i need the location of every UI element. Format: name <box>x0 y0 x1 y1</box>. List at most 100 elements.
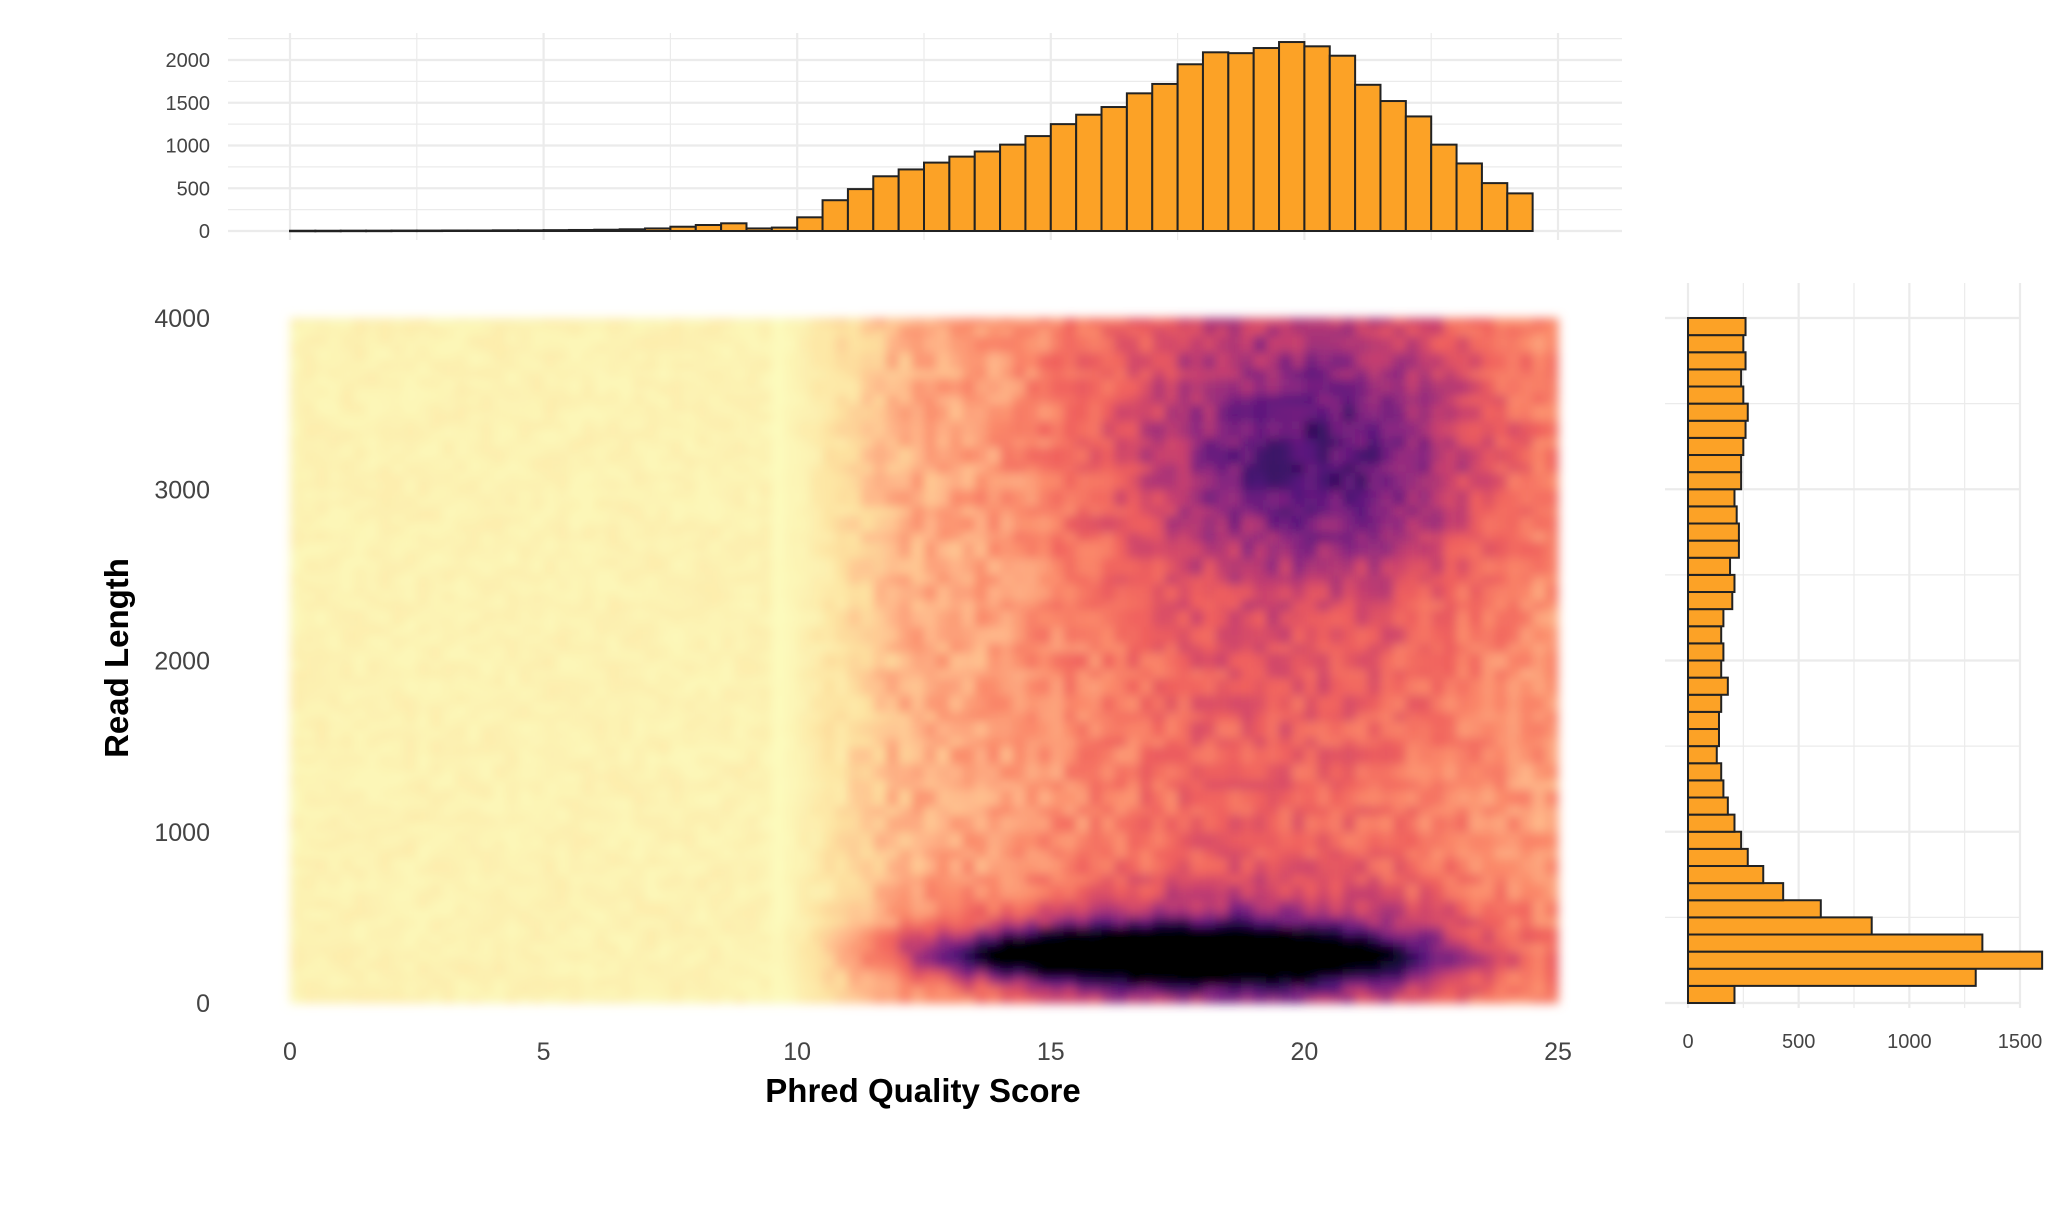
heatmap-cell <box>302 669 316 679</box>
heatmap-cell <box>949 857 963 867</box>
heatmap-cell <box>683 917 697 927</box>
heatmap-cell <box>1063 985 1077 996</box>
heatmap-cell <box>429 694 443 704</box>
heatmap-cell <box>797 472 811 482</box>
heatmap-cell <box>733 377 748 388</box>
heatmap-cell <box>962 617 976 627</box>
heatmap-cell <box>1050 866 1065 876</box>
heatmap-cell <box>429 463 443 473</box>
heatmap-cell <box>1025 506 1039 516</box>
heatmap-cell <box>657 617 671 627</box>
heatmap-cell <box>936 729 950 739</box>
heatmap-cell <box>530 891 545 901</box>
heatmap-cell <box>505 386 519 396</box>
heatmap-cell <box>480 318 494 328</box>
heatmap-cell <box>429 557 443 567</box>
heatmap-cell <box>607 814 621 824</box>
heatmap-cell <box>987 463 1001 473</box>
heatmap-cell <box>378 763 393 773</box>
heatmap-cell <box>632 437 646 448</box>
heatmap-cell <box>353 925 367 936</box>
heatmap-cell <box>683 463 697 473</box>
heatmap-cell <box>366 746 380 756</box>
heatmap-cell <box>1012 360 1027 370</box>
heatmap-cell <box>366 395 380 405</box>
heatmap-cell <box>822 686 836 696</box>
heatmap-cell <box>759 326 773 336</box>
heatmap-cell <box>442 669 456 679</box>
heatmap-cell <box>632 532 646 542</box>
heatmap-cell <box>607 326 621 336</box>
heatmap-cell <box>366 463 380 473</box>
heatmap-cell <box>1025 386 1039 396</box>
heatmap-cell <box>366 797 380 807</box>
heatmap-cell <box>530 994 545 1004</box>
heatmap-cell <box>733 780 748 790</box>
heatmap-cell <box>404 771 418 781</box>
heatmap-cell <box>492 523 507 533</box>
heatmap-cell <box>962 677 976 687</box>
heatmap-cell <box>962 908 976 918</box>
heatmap-cell <box>556 574 570 585</box>
heatmap-cell <box>492 660 507 670</box>
heatmap-cell <box>581 866 595 876</box>
heatmap-cell <box>302 823 316 833</box>
heatmap-cell <box>1025 660 1039 670</box>
heatmap-cell <box>721 934 735 944</box>
heatmap-cell <box>505 446 519 456</box>
heatmap-cell <box>1050 497 1065 507</box>
heatmap-cell <box>885 318 900 328</box>
heatmap-cell <box>302 489 316 499</box>
heatmap-cell <box>784 866 798 876</box>
heatmap-cell <box>708 369 722 379</box>
heatmap-cell <box>759 446 773 456</box>
heatmap-cell <box>670 326 684 336</box>
heatmap-cell <box>467 326 481 336</box>
heatmap-cell <box>721 420 735 430</box>
heatmap-cell <box>556 729 570 739</box>
heatmap-cell <box>987 592 1001 602</box>
heatmap-cell <box>695 866 710 876</box>
heatmap-cell <box>784 985 798 996</box>
heatmap-cell <box>619 720 633 730</box>
heatmap-cell <box>911 566 925 576</box>
heatmap-cell <box>670 532 684 542</box>
heatmap-cell <box>759 369 773 379</box>
heatmap-cell <box>556 318 570 328</box>
heatmap-cell <box>1000 600 1014 610</box>
heatmap-cell <box>683 326 697 336</box>
top-histogram-bar <box>593 228 621 233</box>
heatmap-cell <box>378 403 393 413</box>
heatmap-cell <box>759 729 773 739</box>
heatmap-cell <box>366 557 380 567</box>
heatmap-cell <box>809 797 824 807</box>
heatmap-cell <box>670 377 684 388</box>
heatmap-cell <box>442 874 456 884</box>
heatmap-cell <box>353 420 367 430</box>
heatmap-cell <box>290 729 304 739</box>
heatmap-cell <box>518 669 532 679</box>
heatmap-cell <box>683 746 697 756</box>
heatmap-cell <box>809 960 824 970</box>
heatmap-cell <box>860 506 874 516</box>
heatmap-cell <box>378 686 393 696</box>
heatmap-cell <box>898 600 912 610</box>
heatmap-cell <box>911 369 925 379</box>
heatmap-cell <box>746 968 760 978</box>
heatmap-cell <box>1012 369 1027 379</box>
heatmap-cell <box>949 943 963 953</box>
heatmap-cell <box>505 746 519 756</box>
heatmap-cell <box>543 497 557 507</box>
heatmap-cell <box>290 874 304 884</box>
heatmap-cell <box>1050 472 1065 482</box>
heatmap-cell <box>619 677 633 687</box>
heatmap-cell <box>632 720 646 730</box>
heatmap-cell <box>1025 686 1039 696</box>
heatmap-cell <box>340 797 354 807</box>
heatmap-cell <box>1038 609 1052 619</box>
heatmap-cell <box>962 566 976 576</box>
heatmap-cell <box>315 686 329 696</box>
heatmap-cell <box>746 429 760 439</box>
heatmap-cell <box>632 318 646 328</box>
heatmap-cell <box>809 574 824 585</box>
